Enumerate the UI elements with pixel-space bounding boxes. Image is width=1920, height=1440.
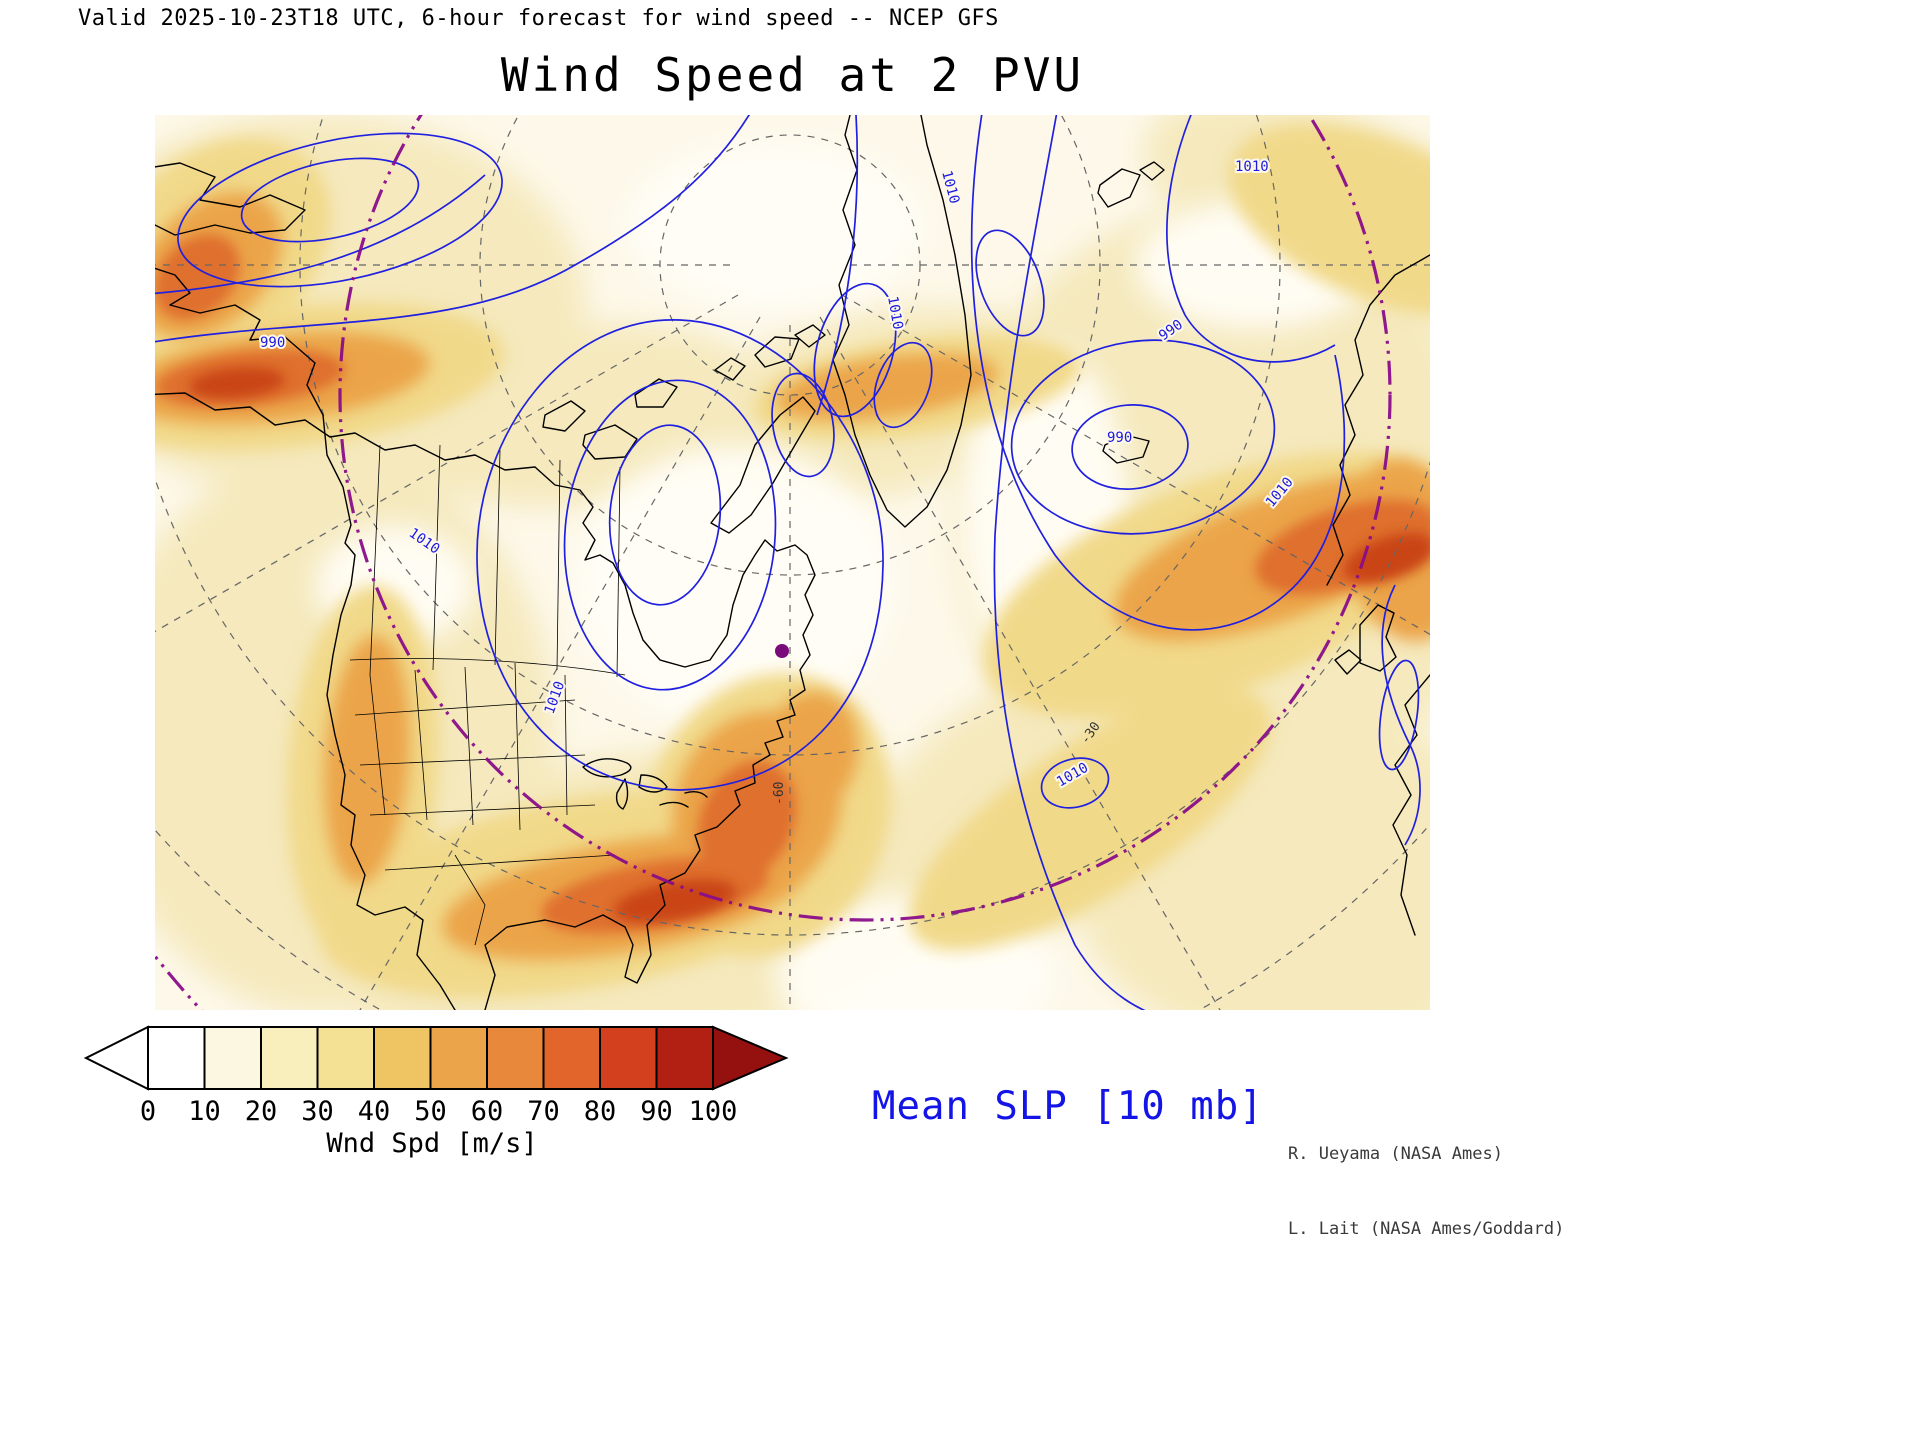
colorbar-tick-label: 40 [358, 1096, 391, 1127]
credit-line: R. Ueyama (NASA Ames) [1288, 1144, 1503, 1164]
contour-label: 990 [260, 335, 285, 351]
colorbar-swatch [599, 1026, 658, 1090]
graticule-label: -60 [772, 782, 787, 805]
credits-block: R. Ueyama (NASA Ames) L. Lait (NASA Ames… [1288, 1092, 1564, 1292]
borders-layer [349, 444, 626, 946]
colorbar-tick-label: 90 [640, 1096, 673, 1127]
valid-time-line: Valid 2025-10-23T18 UTC, 6-hour forecast… [78, 6, 999, 31]
colorbar-axis-label: Wnd Spd [m/s] [326, 1128, 537, 1158]
colorbar-ticks: 0 10 20 30 40 50 60 70 80 90 100 [140, 1096, 738, 1127]
colorbar-tick-label: 50 [414, 1096, 447, 1127]
contour-label: 1010 [1235, 159, 1269, 175]
colorbar-swatch [203, 1026, 262, 1090]
colorbar-swatch [655, 1026, 714, 1090]
wind-speed-map: -60 -30 [155, 115, 1430, 1010]
colorbar-tick-label: 70 [527, 1096, 560, 1127]
colorbar-tick-label: 100 [689, 1096, 738, 1127]
station-marker-dot [775, 644, 789, 658]
coastlines-layer [155, 115, 1430, 1010]
latitude-rings-layer [155, 115, 1392, 1010]
slp-contours-layer [155, 115, 1421, 1010]
colorbar-swatch [542, 1026, 601, 1090]
colorbar-tick-label: 0 [140, 1096, 156, 1127]
colorbar-tick-label: 10 [188, 1096, 221, 1127]
contour-label: 990 [1107, 430, 1132, 446]
colorbar-tick-label: 30 [301, 1096, 334, 1127]
colorbar-tick-label: 20 [245, 1096, 278, 1127]
page-title: Wind Speed at 2 PVU [500, 48, 1085, 102]
colorbar-swatch [316, 1026, 375, 1090]
colorbar-panel: 0 10 20 30 40 50 60 70 80 90 100 Wnd Spd… [80, 1023, 795, 1162]
slp-overlay-label: Mean SLP [10 mb] [872, 1084, 1264, 1129]
colorbar-right-arrow [712, 1025, 789, 1091]
colorbar-swatch [373, 1026, 432, 1090]
colorbar-swatch [429, 1026, 488, 1090]
credit-line: L. Lait (NASA Ames/Goddard) [1288, 1219, 1565, 1239]
graticule-layer [155, 115, 1430, 1010]
colorbar-swatch [260, 1026, 319, 1090]
map-panel: -60 -30 [155, 115, 1430, 1010]
inner-purple-ring [338, 115, 1392, 922]
colorbar-swatch [147, 1026, 206, 1090]
colorbar-left-arrow [83, 1025, 149, 1091]
colorbar-swatch [486, 1026, 545, 1090]
colorbar-tick-label: 60 [471, 1096, 504, 1127]
colorbar-tick-label: 80 [584, 1096, 617, 1127]
colorbar: 0 10 20 30 40 50 60 70 80 90 100 Wnd Spd… [83, 1025, 789, 1159]
